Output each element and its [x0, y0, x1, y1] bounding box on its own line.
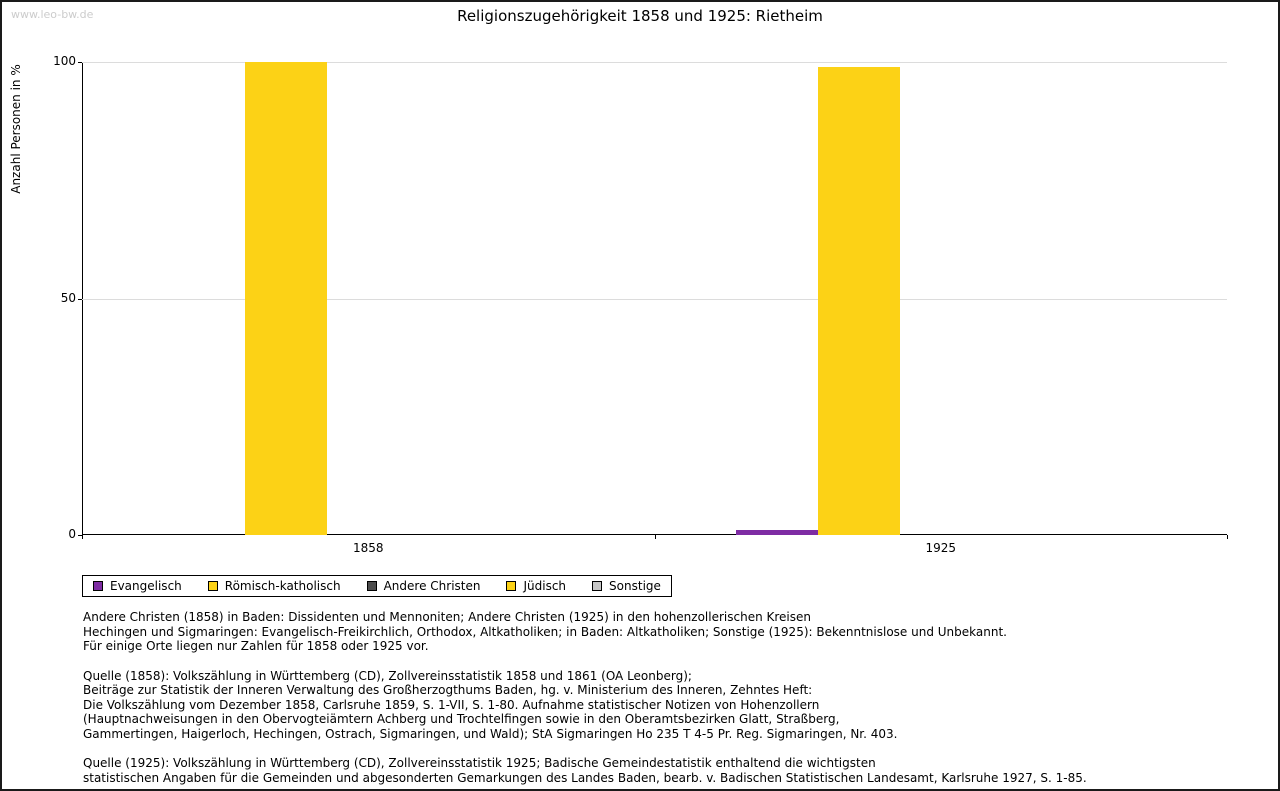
note-line: Quelle (1925): Volkszählung in Württembe…	[83, 756, 876, 770]
x-tick-label-1925: 1925	[925, 541, 957, 555]
y-tick-label-100: 100	[53, 54, 76, 68]
legend: Evangelisch Römisch-katholisch Andere Chri…	[82, 575, 672, 597]
gridline-50	[82, 299, 1227, 300]
x-tick-1	[655, 535, 656, 539]
note-line: Beiträge zur Statistik der Inneren Verwa…	[83, 683, 813, 697]
footnotes: Andere Christen (1858) in Baden: Disside…	[83, 610, 1087, 785]
note-paragraph-3: Quelle (1925): Volkszählung in Württembe…	[83, 756, 1087, 785]
legend-item-romisch-katholisch: Römisch-katholisch	[207, 579, 341, 593]
legend-swatch-andere-christen	[366, 581, 377, 591]
y-tick-50	[78, 299, 82, 300]
legend-item-andere-christen: Andere Christen	[366, 579, 481, 593]
legend-swatch-sonstige	[592, 581, 603, 591]
plot-area	[82, 62, 1227, 535]
note-line: Andere Christen (1858) in Baden: Disside…	[83, 610, 811, 624]
y-tick-label-0: 0	[68, 527, 76, 541]
x-tick-0	[82, 535, 83, 539]
watermark: www.leo-bw.de	[11, 8, 94, 21]
legend-item-label: Römisch-katholisch	[224, 579, 341, 593]
legend-item-judisch: Jüdisch	[506, 579, 566, 593]
y-axis-label: Anzahl Personen in %	[9, 64, 23, 194]
bar-romisch-katholisch-1925	[817, 66, 900, 535]
legend-swatch-evangelisch	[93, 581, 103, 591]
bar-romisch-katholisch-1858	[245, 62, 328, 535]
bar-evangelisch-1925	[735, 530, 818, 535]
note-paragraph-1: Andere Christen (1858) in Baden: Disside…	[83, 610, 1087, 654]
legend-swatch-judisch	[506, 581, 517, 591]
legend-swatch-romisch-katholisch	[207, 581, 218, 591]
legend-item-label: Jüdisch	[523, 579, 567, 593]
y-tick-0	[78, 535, 82, 536]
x-tick-label-1858: 1858	[352, 541, 384, 555]
y-tick-label-50: 50	[60, 291, 76, 305]
note-line: Die Volkszählung vom Dezember 1858, Carl…	[83, 697, 820, 712]
note-paragraph-2: Quelle (1858): Volkszählung in Württembe…	[83, 669, 1087, 742]
y-tick-100	[78, 62, 82, 63]
legend-item-sonstige: Sonstige	[592, 579, 661, 593]
legend-item-label: Andere Christen	[383, 579, 481, 593]
note-line: statistischen Angaben für die Gemeinden …	[83, 770, 1087, 785]
note-line: Quelle (1858): Volkszählung in Württembe…	[83, 668, 692, 683]
x-tick-2	[1227, 535, 1228, 539]
note-line: (Hauptnachweisungen in den Obervogteiämt…	[83, 712, 840, 726]
gridline-100	[82, 62, 1227, 63]
note-line: Gammertingen, Haigerloch, Hechingen, Ost…	[83, 726, 898, 741]
legend-item-label: Sonstige	[609, 579, 661, 593]
legend-item-label: Evangelisch	[110, 579, 182, 593]
note-line: Für einige Orte liegen nur Zahlen für 18…	[83, 639, 429, 653]
chart-title: Religionszugehörigkeit 1858 und 1925: Ri…	[457, 7, 823, 25]
note-line: Hechingen und Sigmaringen: Evangelisch-F…	[83, 624, 1007, 639]
legend-item-evangelisch: Evangelisch	[93, 579, 182, 593]
